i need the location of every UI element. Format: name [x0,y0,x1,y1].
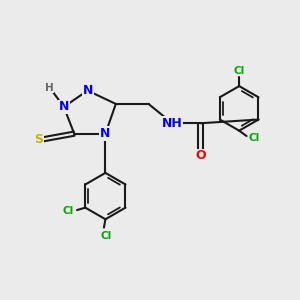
Text: Cl: Cl [249,133,260,143]
Text: Cl: Cl [62,206,74,216]
Text: NH: NH [162,117,183,130]
Text: N: N [58,100,69,113]
Text: Cl: Cl [100,231,112,241]
Text: N: N [82,84,93,97]
Text: O: O [195,149,206,162]
Text: Cl: Cl [233,66,245,76]
Text: N: N [100,127,111,140]
Text: H: H [45,82,53,93]
Text: S: S [34,133,43,146]
